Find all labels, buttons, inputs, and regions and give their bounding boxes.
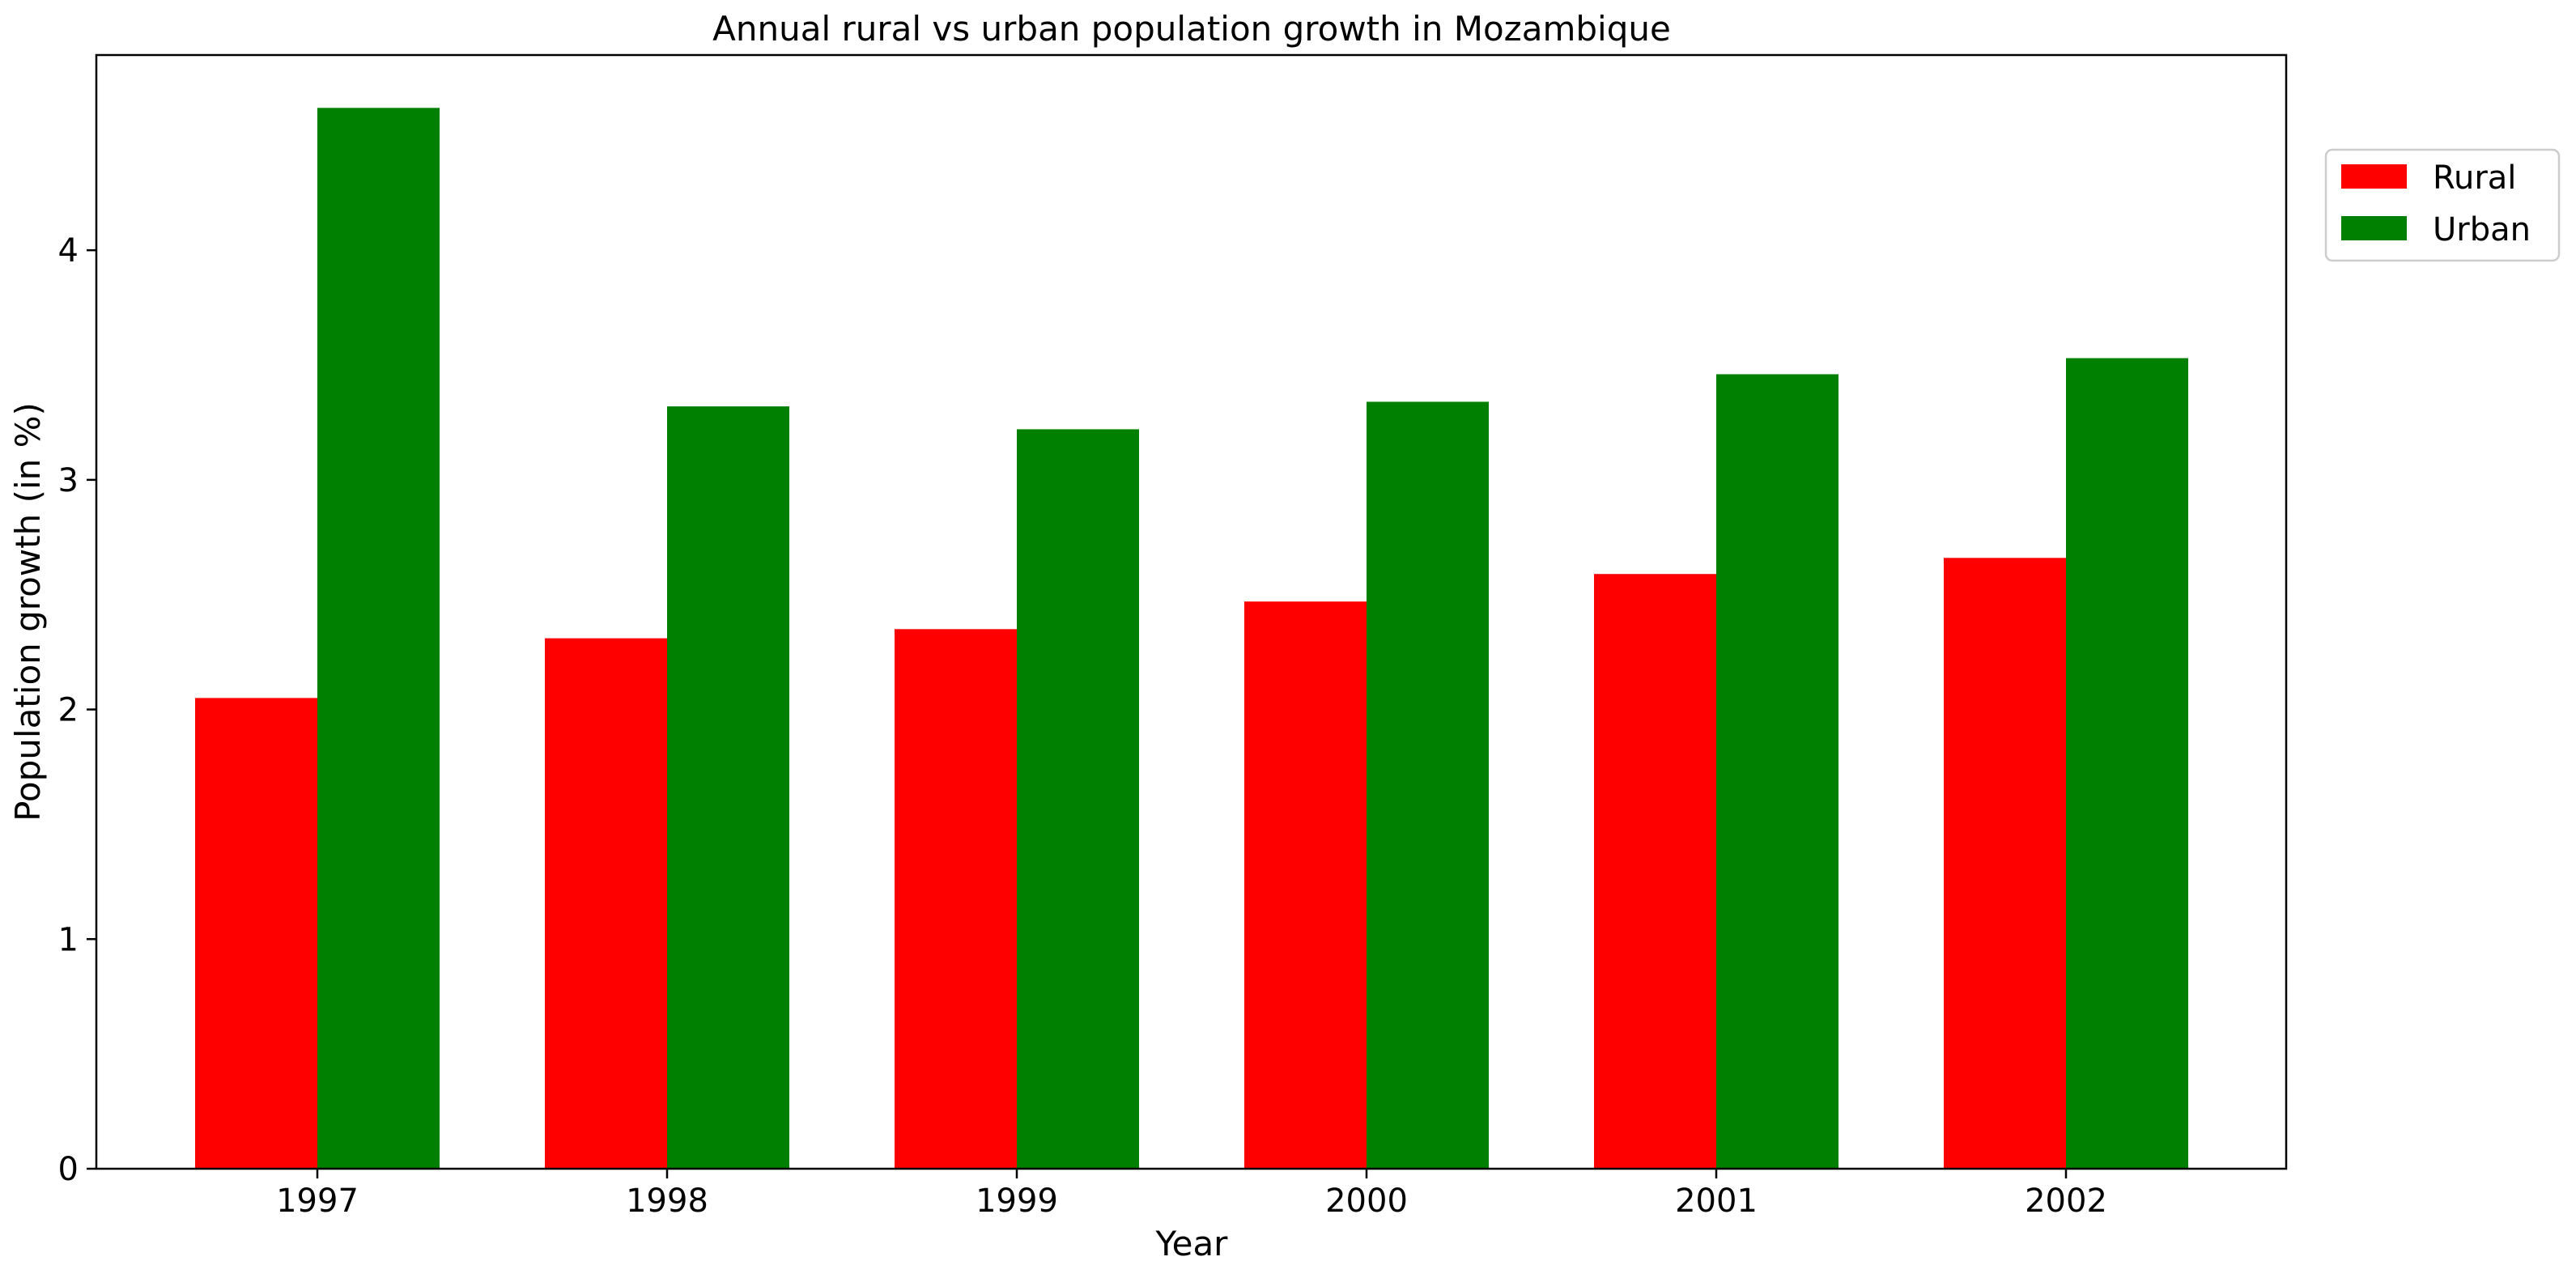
y-axis-label: Population growth (in %) xyxy=(8,402,48,822)
bar-rural-2001 xyxy=(1594,574,1716,1169)
x-tick-label-2001: 2001 xyxy=(1675,1182,1758,1220)
legend-label-rural: Rural xyxy=(2433,159,2516,197)
x-tick-label-2002: 2002 xyxy=(2025,1182,2107,1220)
legend-swatch-rural xyxy=(2341,164,2407,189)
legend-items: Rural Urban xyxy=(2341,159,2531,248)
bar-rural-2000 xyxy=(1244,601,1367,1169)
legend: Rural Urban xyxy=(2324,148,2561,262)
plot-area xyxy=(195,108,2188,1170)
bar-rural-1997 xyxy=(195,698,317,1169)
y-tick-label-2: 2 xyxy=(58,692,79,729)
y-tick-label-3: 3 xyxy=(58,462,79,499)
bar-urban-1998 xyxy=(667,406,789,1170)
bar-rural-2002 xyxy=(1944,558,2066,1169)
bar-rural-1999 xyxy=(895,629,1017,1169)
x-axis: 1997 1998 1999 2000 2001 2002 xyxy=(276,1169,2107,1220)
y-axis: 0 1 2 3 4 xyxy=(58,232,96,1188)
y-tick-label-4: 4 xyxy=(58,232,79,270)
x-tick-label-1999: 1999 xyxy=(976,1182,1058,1220)
x-tick-label-2000: 2000 xyxy=(1325,1182,1408,1220)
bar-urban-1997 xyxy=(317,108,440,1169)
x-axis-label: Year xyxy=(1155,1224,1229,1263)
bar-urban-2002 xyxy=(2066,358,2188,1169)
y-tick-label-1: 1 xyxy=(58,921,79,958)
bar-urban-2000 xyxy=(1367,401,1489,1169)
legend-label-urban: Urban xyxy=(2433,211,2531,248)
x-tick-label-1997: 1997 xyxy=(276,1182,359,1220)
bar-urban-2001 xyxy=(1716,374,1838,1169)
legend-swatch-urban xyxy=(2341,216,2407,240)
chart-title: Annual rural vs urban population growth … xyxy=(712,9,1671,49)
plot-frame xyxy=(95,53,2288,1170)
bar-rural-1998 xyxy=(545,638,667,1169)
x-tick-label-1998: 1998 xyxy=(626,1182,708,1220)
bar-urban-1999 xyxy=(1017,429,1139,1169)
y-tick-label-0: 0 xyxy=(58,1151,79,1188)
